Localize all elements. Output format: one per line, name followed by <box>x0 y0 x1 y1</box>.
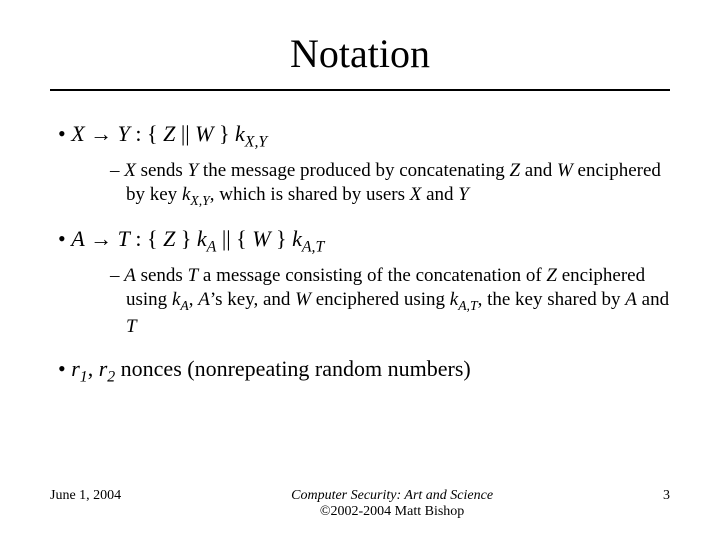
sub-bullet-1: X sends Y the message produced by concat… <box>108 159 670 210</box>
footer-copyright: ©2002-2004 Matt Bishop <box>291 504 493 520</box>
sub-bullet-2: A sends T a message consisting of the co… <box>108 264 670 340</box>
footer-center: Computer Security: Art and Science ©2002… <box>291 488 493 520</box>
title-rule <box>50 89 670 91</box>
slide-body: X → Y : { Z || W } kX,Y X sends Y the me… <box>50 119 670 388</box>
bullet-3: r1, r2 nonces (nonrepeating random numbe… <box>50 354 670 388</box>
bullet-1: X → Y : { Z || W } kX,Y <box>50 119 670 153</box>
slide-title: Notation <box>50 30 670 77</box>
footer-date: June 1, 2004 <box>50 488 121 504</box>
slide-footer: June 1, 2004 Computer Security: Art and … <box>50 488 670 520</box>
footer-page-number: 3 <box>663 488 670 504</box>
footer-book-title: Computer Security: Art and Science <box>291 488 493 504</box>
bullet-2: A → T : { Z } kA || { W } kA,T <box>50 224 670 258</box>
